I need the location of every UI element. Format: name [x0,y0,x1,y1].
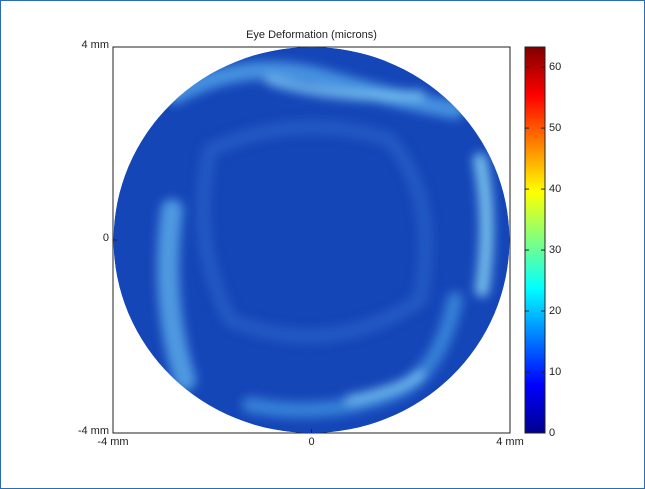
chart-title: Eye Deformation (microns) [246,29,377,41]
colorbar-tick-label: 50 [549,122,561,134]
x-tick-label: 0 [308,436,314,448]
colorbar-tick-label: 40 [549,183,561,195]
x-tick-label: 4 mm [496,436,524,448]
colorbar [524,46,546,434]
y-tick-label: 4 mm [82,39,110,51]
colorbar-tick-label: 20 [549,305,561,317]
colorbar-tick-label: 30 [549,244,561,256]
x-tick-label: -4 mm [97,436,128,448]
colorbar-tick-label: 0 [549,427,555,439]
deformation-field [113,47,510,433]
y-tick-label: 0 [103,232,109,244]
y-tick-label: -4 mm [78,425,109,437]
colorbar-tick-label: 10 [549,366,561,378]
colorbar-tick-label: 60 [549,61,561,73]
